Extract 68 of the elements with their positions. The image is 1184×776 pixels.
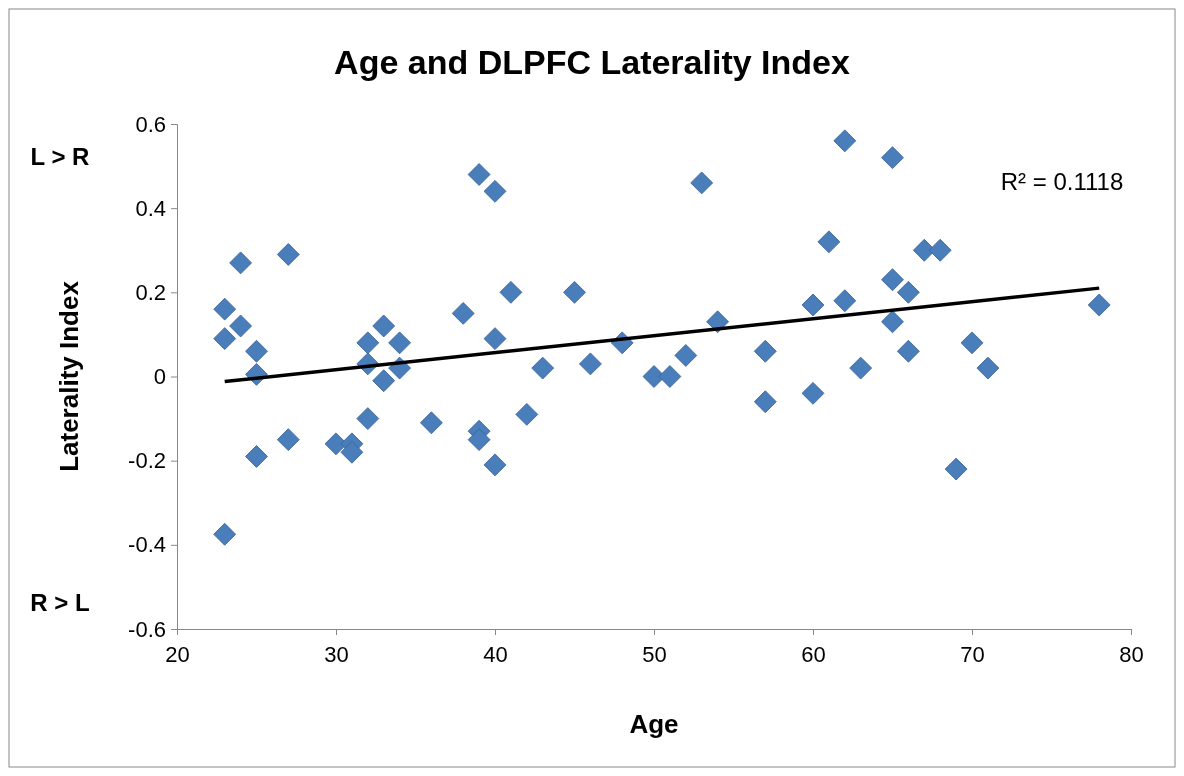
point xyxy=(1087,293,1111,317)
y-tick-label: 0 xyxy=(153,364,166,390)
chart-title: Age and DLPFC Laterality Index xyxy=(334,43,850,81)
point xyxy=(276,428,300,451)
y-tick-label: 0.2 xyxy=(135,279,166,305)
point xyxy=(928,238,952,262)
text: R > L xyxy=(30,589,90,616)
point xyxy=(467,163,491,186)
y-tick-label: -0.6 xyxy=(128,616,166,642)
point xyxy=(753,339,777,363)
y-tick-label: 0.4 xyxy=(135,195,166,221)
x-tick-label: 60 xyxy=(801,642,826,668)
point xyxy=(833,289,857,313)
point xyxy=(276,243,300,266)
y-tick-label: -0.4 xyxy=(128,532,166,558)
y-axis-title: Laterality Index xyxy=(54,280,84,472)
y-tick-label: -0.2 xyxy=(128,448,166,474)
point xyxy=(213,327,237,350)
point xyxy=(356,331,380,355)
point xyxy=(388,331,411,355)
x-axis-title: Age xyxy=(629,709,679,739)
point xyxy=(801,293,825,317)
x-tick-label: 30 xyxy=(324,642,349,668)
point xyxy=(801,381,825,405)
point xyxy=(483,453,507,477)
point xyxy=(515,403,539,426)
point xyxy=(881,310,904,334)
point xyxy=(897,280,920,304)
point xyxy=(229,314,252,338)
x-tick-label: 20 xyxy=(165,642,190,668)
point xyxy=(340,440,364,464)
point xyxy=(833,129,857,153)
point xyxy=(229,251,252,275)
x-tick-label: 80 xyxy=(1119,642,1144,668)
point xyxy=(960,331,984,355)
point xyxy=(674,344,698,367)
y-tick-label: 0.6 xyxy=(135,111,166,137)
x-tick-label: 70 xyxy=(960,642,985,668)
point xyxy=(499,280,523,304)
annotation: R² = 0.1118 xyxy=(1000,168,1124,195)
point xyxy=(213,522,237,546)
point xyxy=(483,179,507,203)
point xyxy=(420,411,443,435)
point xyxy=(579,352,602,376)
x-tick-label: 40 xyxy=(483,642,508,668)
x-tick-label: 50 xyxy=(642,642,667,668)
point xyxy=(372,314,396,338)
point xyxy=(467,428,491,451)
point xyxy=(213,297,237,321)
point xyxy=(245,339,268,363)
text: L > R xyxy=(30,143,90,170)
point xyxy=(372,369,396,393)
point xyxy=(976,356,1000,380)
point xyxy=(849,356,873,380)
point xyxy=(483,327,507,350)
point xyxy=(944,457,968,481)
point xyxy=(753,390,777,414)
point xyxy=(881,146,904,170)
point xyxy=(563,280,586,304)
point xyxy=(817,230,841,254)
point xyxy=(690,171,714,195)
point xyxy=(897,339,920,363)
point xyxy=(658,365,682,388)
point xyxy=(451,302,475,325)
point xyxy=(531,356,555,380)
point xyxy=(881,268,904,292)
point xyxy=(245,445,268,468)
point xyxy=(356,407,380,430)
